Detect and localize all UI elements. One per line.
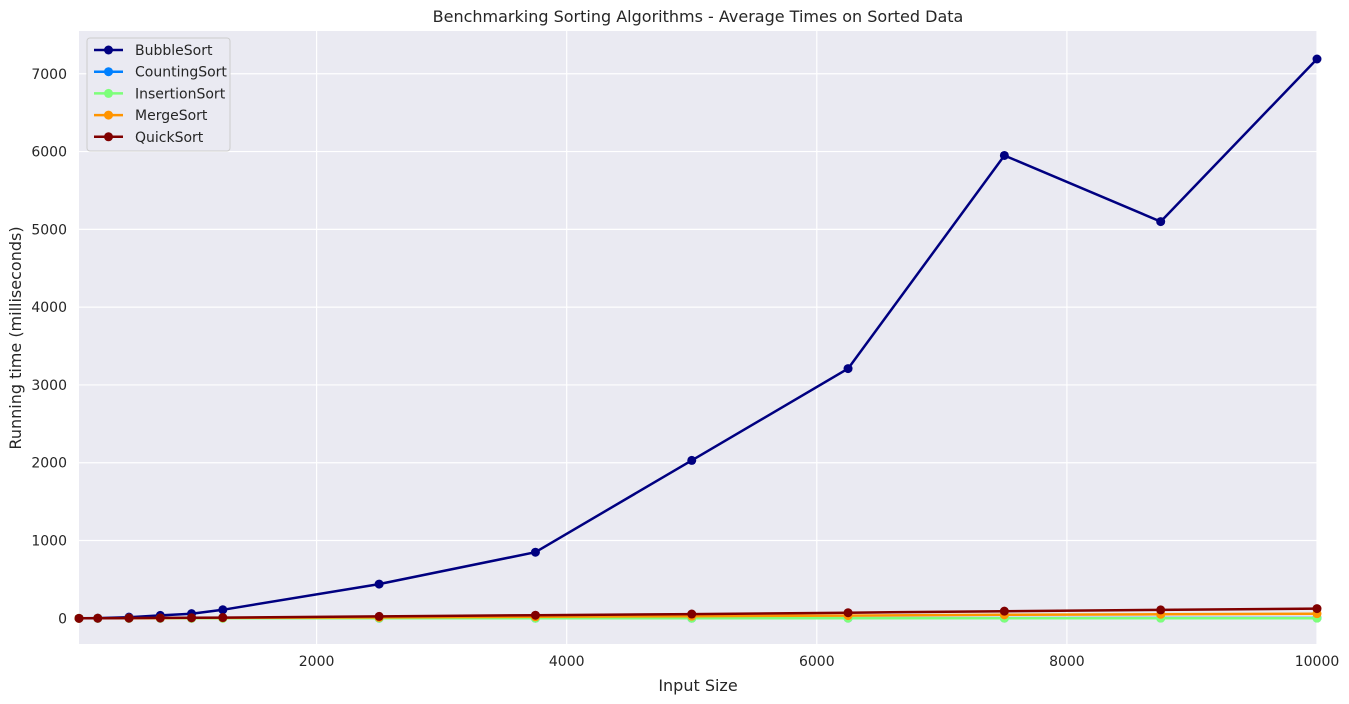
data-point [93,613,103,623]
x-axis-label: Input Size [658,676,737,695]
legend-label: MergeSort [135,108,208,124]
data-point [124,613,134,623]
legend-item: QuickSort [94,130,204,146]
data-point [1156,605,1166,615]
legend-marker [104,45,113,55]
legend-marker [104,88,113,98]
data-point [74,613,84,623]
legend-item: CountingSort [94,65,227,81]
y-tick-label: 4000 [31,300,67,316]
data-point [687,609,697,619]
x-tick-label: 6000 [799,654,835,670]
data-point [999,606,1009,616]
data-point [843,608,853,618]
legend-item: MergeSort [94,108,208,124]
x-tick-labels: 2000 4000 6000 8000 10000 [299,654,1339,670]
x-tick-label: 10000 [1295,654,1340,670]
data-point [374,611,384,621]
y-tick-label: 5000 [31,222,67,238]
data-point [999,150,1009,160]
legend-label: QuickSort [135,130,204,146]
legend-item: InsertionSort [94,86,226,102]
data-point [1312,54,1322,64]
data-point [530,610,540,620]
chart-title: Benchmarking Sorting Algorithms - Averag… [433,7,964,26]
y-tick-label: 6000 [31,145,67,161]
legend-marker [104,132,113,142]
data-point [374,579,384,589]
data-point [1156,217,1166,227]
data-point [687,455,697,465]
y-axis-label: Running time (milliseconds) [6,226,25,449]
data-point [1312,604,1322,614]
y-tick-label: 2000 [31,456,67,472]
legend-label: InsertionSort [135,86,226,102]
y-tick-labels: 0 1000 2000 3000 4000 5000 6000 7000 [31,67,67,628]
data-point [843,364,853,374]
legend-box [86,37,231,152]
data-point [218,613,228,623]
x-tick-label: 4000 [549,654,585,670]
data-point [218,605,228,615]
data-point [187,613,197,623]
y-tick-label: 3000 [31,378,67,394]
series-quicksort [74,604,1322,623]
legend-label: CountingSort [135,65,227,81]
legend-item: BubbleSort [94,43,213,59]
legend-label: BubbleSort [135,43,213,59]
legend-marker [104,110,113,120]
legend: BubbleSort CountingSort InsertionSort Merge… [86,37,231,152]
data-point [530,547,540,557]
y-tick-label: 7000 [31,67,67,83]
y-tick-label: 0 [58,611,67,627]
data-point [155,613,165,623]
series-layer [74,54,1322,623]
plot-area [79,31,1317,644]
y-tick-label: 1000 [31,534,67,550]
legend-marker [104,67,113,77]
x-tick-label: 2000 [299,654,335,670]
x-tick-label: 8000 [1049,654,1085,670]
